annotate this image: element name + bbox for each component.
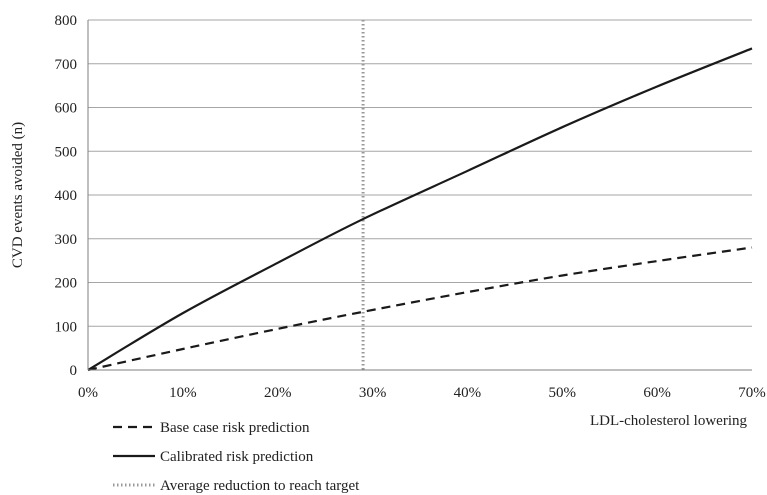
axes: [87, 20, 752, 371]
x-tick-label-20: 20%: [264, 385, 292, 401]
legend-label-1: Calibrated risk prediction: [160, 449, 314, 465]
y-tick-label-200: 200: [55, 276, 78, 292]
y-axis-label: CVD events avoided (n): [10, 122, 26, 268]
legend-label-2: Average reduction to reach target: [160, 478, 360, 494]
x-tick-label-70: 70%: [738, 385, 766, 401]
gridlines: [88, 19, 752, 327]
x-tick-label-0: 0%: [78, 385, 98, 401]
x-tick-label-30: 30%: [359, 385, 387, 401]
y-tick-label-800: 800: [55, 13, 78, 29]
series-line-1: [87, 47, 753, 371]
x-tick-label-60: 60%: [643, 385, 671, 401]
y-tick-label-300: 300: [55, 232, 78, 248]
x-axis-label: LDL-cholesterol lowering: [590, 413, 748, 429]
legend-label-0: Base case risk prediction: [160, 420, 310, 436]
x-tick-label-10: 10%: [169, 385, 197, 401]
y-tick-label-100: 100: [55, 319, 78, 335]
y-tick-label-400: 400: [55, 188, 78, 204]
series-lines: [87, 47, 753, 372]
y-tick-label-0: 0: [70, 363, 78, 379]
y-tick-label-600: 600: [55, 101, 78, 117]
x-tick-label-40: 40%: [454, 385, 482, 401]
y-tick-label-700: 700: [55, 57, 78, 73]
legend: Base case risk prediction Calibrated risk…: [113, 420, 360, 494]
series-line-0: [87, 246, 753, 372]
tick-labels: 0 100 200 300 400 500 600 700 800 0% 10% 20% 30% 40% 5…: [55, 13, 766, 401]
x-tick-label-50: 50%: [549, 385, 577, 401]
y-tick-label-500: 500: [55, 144, 78, 160]
